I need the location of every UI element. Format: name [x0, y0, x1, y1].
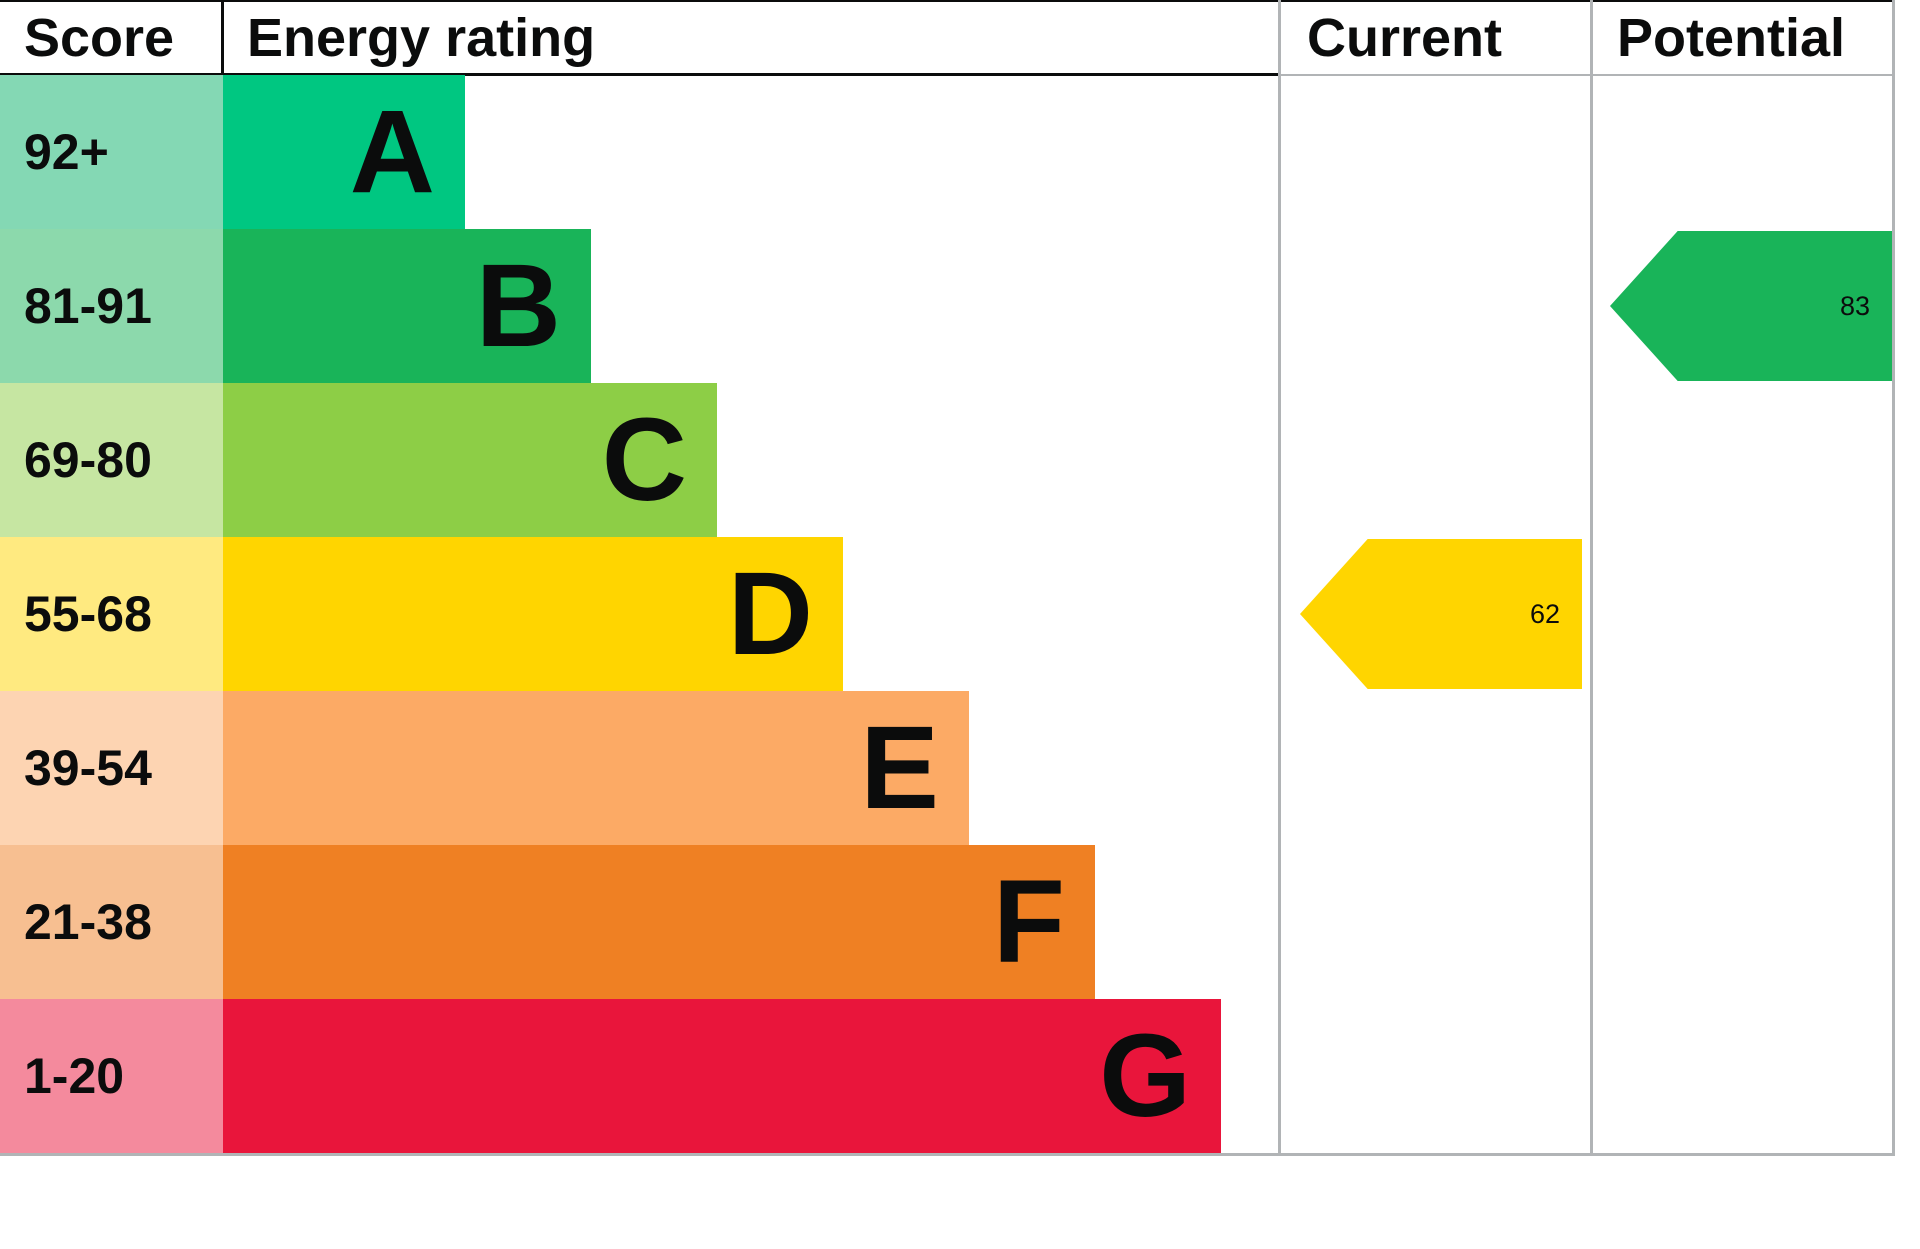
band-row-a: 92+ A — [0, 75, 465, 229]
band-score-label: 39-54 — [0, 691, 223, 845]
score-rating-divider-line — [221, 0, 224, 76]
band-row-e: 39-54 E — [0, 691, 969, 845]
column-header-current: Current — [1307, 7, 1503, 68]
header-underline-right — [1280, 74, 1895, 76]
potential-right-border-line — [1892, 0, 1895, 1156]
band-bar-letter: A — [223, 75, 465, 229]
band-score-label: 21-38 — [0, 845, 223, 999]
band-bar-letter: F — [223, 845, 1095, 999]
current-rating-arrow: 62 — [1300, 539, 1582, 689]
band-bar-letter: G — [223, 999, 1221, 1153]
band-bar-letter: D — [223, 537, 843, 691]
band-score-label: 1-20 — [0, 999, 223, 1153]
column-header-potential: Potential — [1617, 7, 1846, 68]
band-bar-letter: E — [223, 691, 969, 845]
band-score-label: 55-68 — [0, 537, 223, 691]
column-header-score: Score — [24, 7, 175, 68]
band-row-c: 69-80 C — [0, 383, 717, 537]
column-header-energy-rating: Energy rating — [247, 7, 596, 68]
band-score-label: 81-91 — [0, 229, 223, 383]
current-potential-divider-line — [1590, 0, 1593, 1156]
band-bar-letter: C — [223, 383, 717, 537]
band-row-g: 1-20 G — [0, 999, 1221, 1153]
potential-rating-value: 83 — [1839, 290, 1870, 321]
band-score-label: 69-80 — [0, 383, 223, 537]
header-underline-left — [0, 73, 1280, 76]
band-score-label: 92+ — [0, 75, 223, 229]
top-border-line — [0, 0, 1895, 2]
bottom-border-line — [0, 1153, 1895, 1156]
rating-current-divider-line — [1278, 0, 1281, 1156]
current-rating-value: 62 — [1529, 598, 1560, 629]
band-row-f: 21-38 F — [0, 845, 1095, 999]
potential-rating-arrow: 83 — [1610, 231, 1892, 381]
band-bar-letter: B — [223, 229, 591, 383]
band-row-b: 81-91 B — [0, 229, 591, 383]
band-row-d: 55-68 D — [0, 537, 843, 691]
